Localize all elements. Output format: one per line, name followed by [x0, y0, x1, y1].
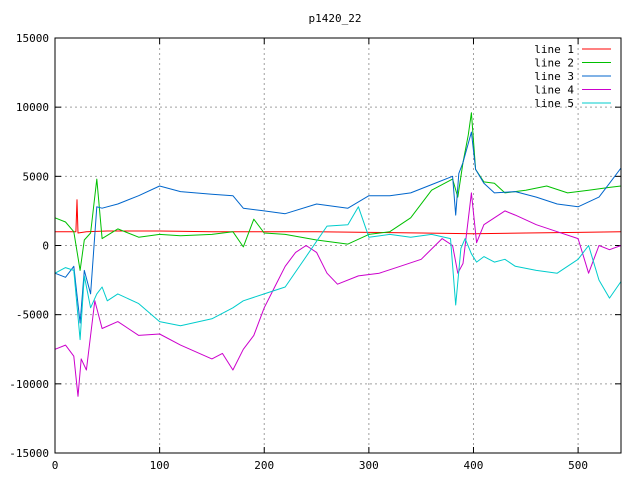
x-tick-label: 300 [359, 459, 379, 472]
y-tick-label: -15000 [9, 447, 49, 460]
legend-label-5: line 5 [534, 97, 574, 110]
y-tick-label: 10000 [16, 101, 49, 114]
x-tick-label: 400 [464, 459, 484, 472]
series-line-1 [55, 199, 622, 235]
series-line-2 [54, 112, 622, 271]
y-tick-label: -5000 [16, 309, 49, 322]
x-tick-label: 100 [150, 459, 170, 472]
x-tick-label: 0 [52, 459, 59, 472]
series-line-4 [54, 192, 622, 397]
y-tick-label: 15000 [16, 32, 49, 45]
axis-ticks: 0 100 200 300 400 500 -15000 -10000 -5000 0 5000 10… [9, 32, 621, 472]
series-line-5 [54, 206, 622, 341]
series-lines [54, 112, 622, 397]
chart-title: p1420_22 [309, 12, 362, 25]
legend-label-3: line 3 [534, 70, 574, 83]
y-tick-label: 5000 [23, 170, 50, 183]
legend-label-4: line 4 [534, 84, 574, 97]
plot-frame [54, 37, 622, 454]
y-tick-label: -10000 [9, 378, 49, 391]
legend-label-1: line 1 [534, 43, 574, 56]
legend-label-2: line 2 [534, 57, 574, 70]
series-line-3 [54, 131, 622, 324]
y-tick-label: 0 [42, 240, 49, 253]
grid-lines [55, 38, 621, 453]
x-tick-label: 200 [254, 459, 274, 472]
x-tick-label: 500 [568, 459, 588, 472]
